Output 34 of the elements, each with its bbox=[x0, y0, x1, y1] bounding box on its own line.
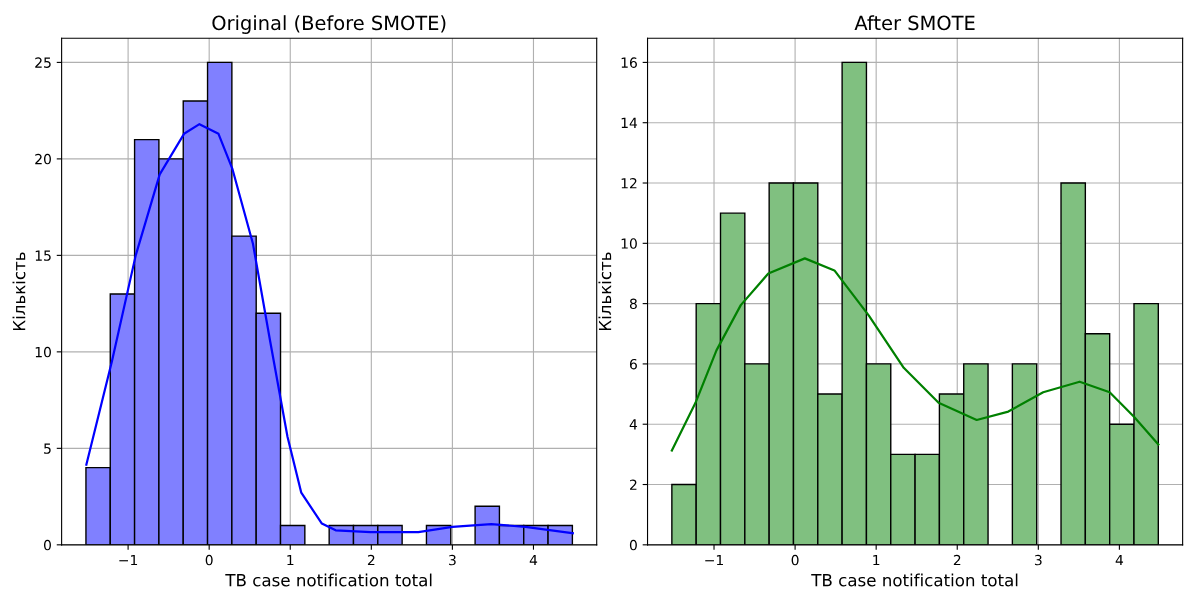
y-tick-label: 25 bbox=[35, 57, 51, 68]
y-tick-label: 20 bbox=[35, 153, 51, 165]
y-axis-title: Кількість bbox=[12, 252, 26, 331]
x-tick-label: 3 bbox=[449, 554, 456, 566]
y-tick-label: 10 bbox=[35, 346, 51, 358]
x-tick-label: 3 bbox=[1034, 554, 1042, 566]
x-tick-label: −1 bbox=[705, 554, 723, 566]
x-tick-label: 1 bbox=[287, 554, 294, 566]
y-tick-label: 0 bbox=[629, 539, 637, 551]
x-tick-label: 2 bbox=[367, 554, 375, 566]
x-tick-label: −1 bbox=[119, 554, 138, 566]
x-tick-label: 4 bbox=[529, 554, 538, 566]
x-tick-label: 0 bbox=[791, 554, 799, 566]
y-tick-label: 10 bbox=[621, 238, 637, 249]
chart-title: After SMOTE bbox=[854, 15, 975, 31]
y-tick-label: 12 bbox=[621, 177, 637, 189]
x-axis-title: TB case notification total bbox=[225, 573, 432, 587]
y-axis-title: Кількість bbox=[598, 252, 612, 331]
x-tick-label: 1 bbox=[873, 554, 880, 566]
line-series bbox=[670, 257, 1160, 452]
y-tick-label: 5 bbox=[44, 443, 51, 454]
y-tick-label: 8 bbox=[629, 298, 637, 310]
y-tick-label: 16 bbox=[621, 57, 637, 68]
x-axis-title: TB case notification total bbox=[811, 573, 1018, 587]
y-tick-label: 4 bbox=[629, 419, 638, 430]
x-tick-label: 4 bbox=[1115, 554, 1124, 566]
y-tick-label: 2 bbox=[630, 479, 637, 490]
chart-title: Original (Before SMOTE) bbox=[212, 15, 446, 34]
y-tick-label: 0 bbox=[43, 539, 51, 551]
y-tick-label: 6 bbox=[629, 358, 637, 370]
x-tick-label: 2 bbox=[953, 554, 961, 566]
y-tick-label: 15 bbox=[35, 250, 51, 261]
y-tick-label: 14 bbox=[621, 117, 638, 128]
x-tick-label: 0 bbox=[205, 554, 213, 566]
